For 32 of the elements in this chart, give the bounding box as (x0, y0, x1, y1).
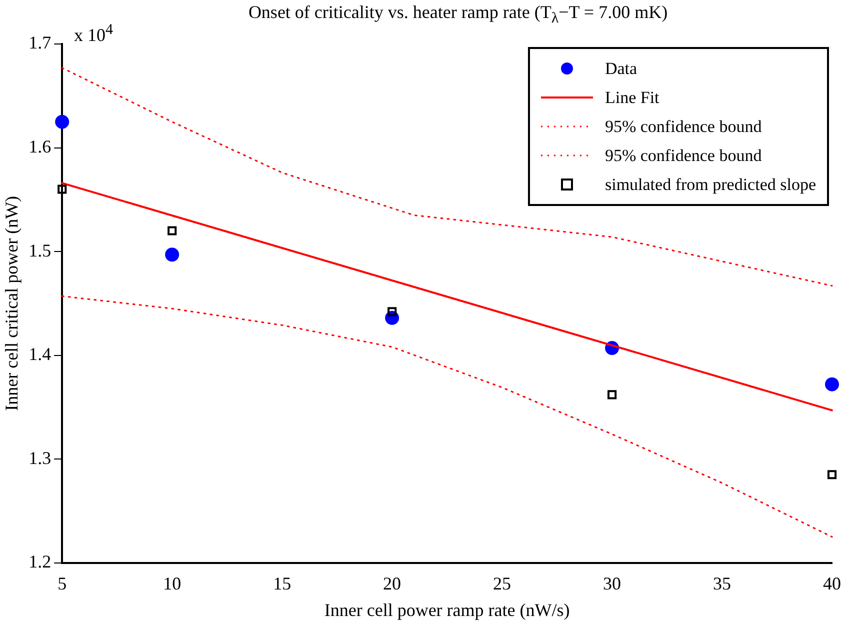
x-tick-label: 20 (383, 573, 402, 594)
point (55, 114, 70, 129)
y-axis-title: Inner cell critical power (nW) (2, 196, 22, 411)
chart-title: Onset of criticality vs. heater ramp rate (T$_{λ}$−T = 7.00 mK) (248, 2, 668, 27)
x-tick-label: 5 (58, 573, 67, 594)
point (58, 184, 67, 194)
point (165, 248, 180, 262)
line-series (61, 295, 833, 538)
legend-label: Line Fit (604, 88, 660, 107)
annotation: x 10$^{4}$ (74, 22, 113, 46)
point (827, 470, 837, 480)
x-tick-label: 15 (273, 573, 292, 594)
y-tick-label: 1.6 (28, 136, 52, 156)
x-tick-label: 35 (713, 573, 732, 594)
y-tick-label: 1.7 (28, 32, 52, 53)
x-axis-title: Inner cell power ramp rate (nW/s) (324, 600, 570, 620)
y-tick-label: 1.5 (28, 240, 52, 260)
legend-label: Data (604, 58, 638, 78)
y-tick-label: 1.3 (28, 448, 52, 468)
point (607, 390, 617, 400)
x-tick-label: 10 (163, 573, 182, 594)
point (168, 226, 177, 236)
y-tick-label: 1.4 (28, 344, 52, 364)
x-tick-label: 30 (603, 573, 622, 594)
legend-label: simulated from predicted slope (604, 174, 816, 194)
legend-label: 95% confidence bound (604, 116, 762, 136)
x-tick-label: 40 (823, 573, 841, 594)
y-tick-label: 1.2 (28, 552, 52, 572)
point (825, 377, 839, 392)
legend-label: 95% confidence bound (604, 146, 762, 165)
point (388, 307, 397, 316)
x-tick-label: 25 (493, 573, 512, 594)
